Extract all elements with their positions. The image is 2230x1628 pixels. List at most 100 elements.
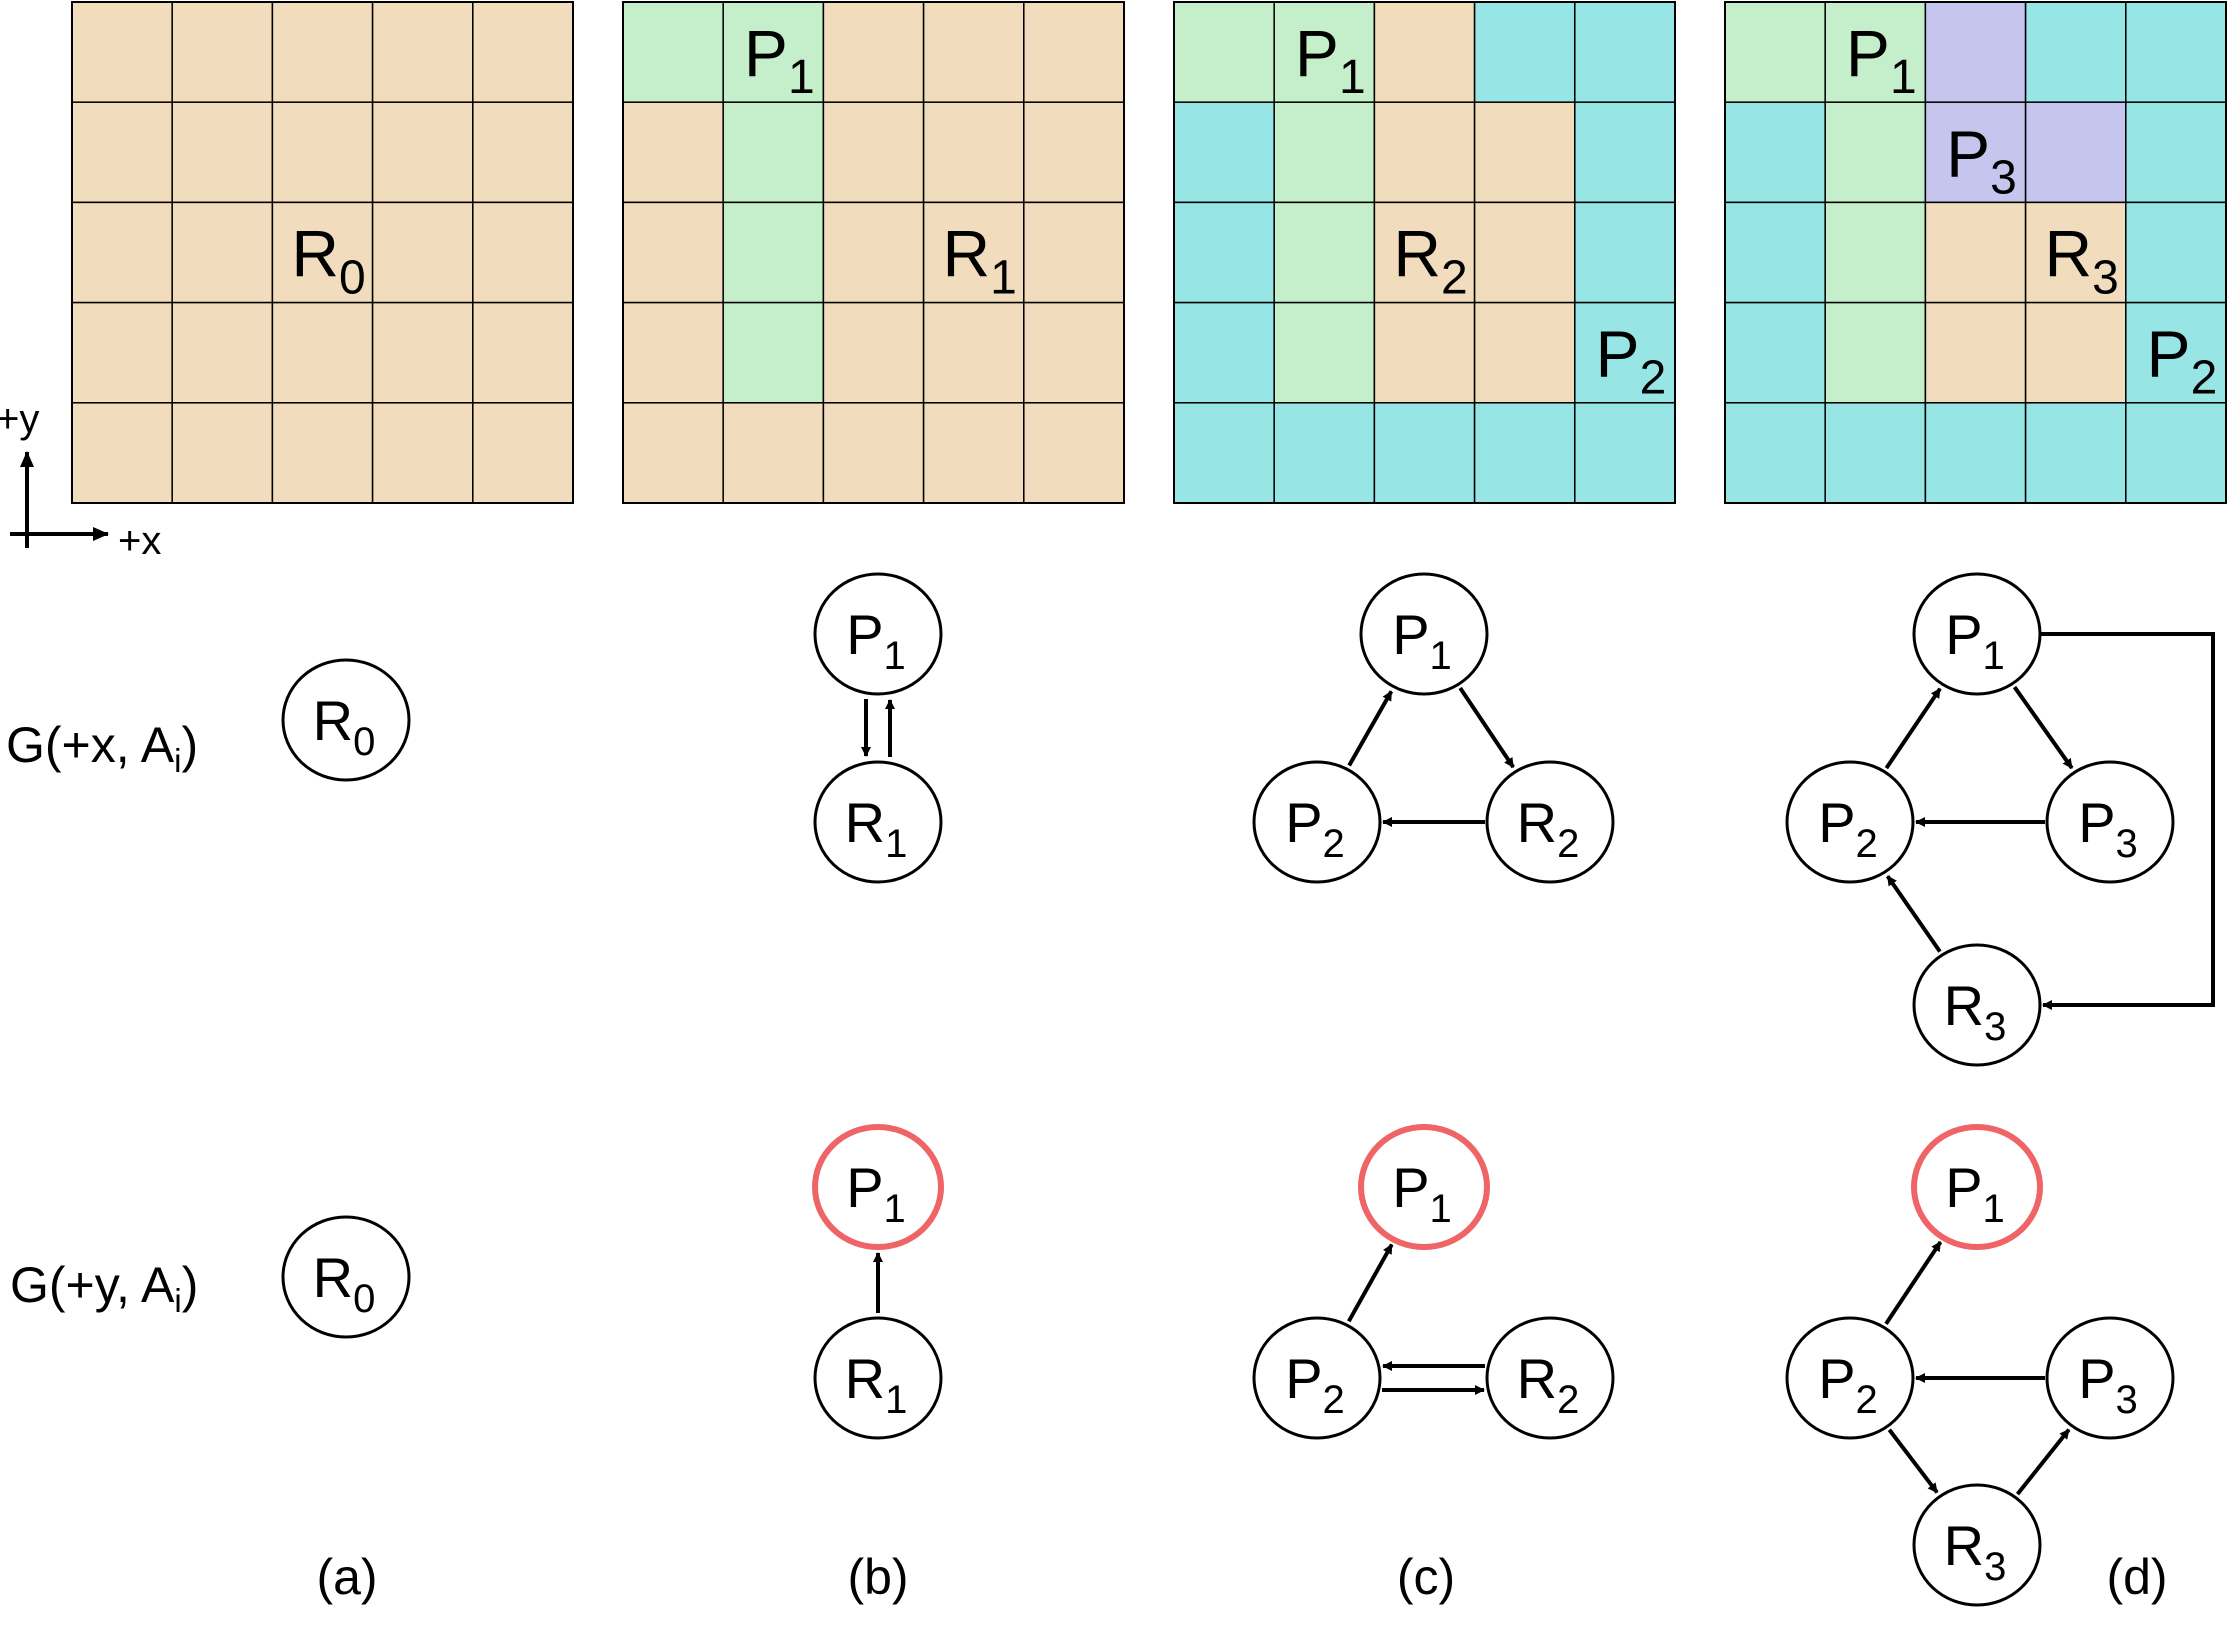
grid-cell bbox=[71, 201, 173, 304]
node-r0: R0 bbox=[281, 658, 411, 782]
grid-cell bbox=[171, 1, 274, 103]
grid-cell bbox=[71, 101, 173, 204]
grid-cell bbox=[1023, 201, 1125, 304]
grid-cell bbox=[1473, 201, 1576, 304]
node-circle bbox=[813, 572, 943, 696]
nodes-gy-a: R0 bbox=[281, 1215, 411, 1339]
grid-cell bbox=[2024, 301, 2127, 404]
node-p2: P2 bbox=[1785, 1316, 1915, 1440]
nodes-gy-b: P1 R1 bbox=[812, 1124, 944, 1440]
edge-r3-to-p3 bbox=[2015, 1428, 2071, 1496]
grid-cell bbox=[722, 402, 825, 504]
grid-cell bbox=[1023, 101, 1125, 204]
grid-cell bbox=[1924, 201, 2027, 304]
node-r1: R1 bbox=[813, 760, 943, 884]
node-label: R0 bbox=[313, 1246, 376, 1321]
grid-cell bbox=[472, 1, 574, 103]
node-label: R2 bbox=[1517, 791, 1580, 866]
grid-cell bbox=[2024, 201, 2127, 304]
cell-label-r2: R2 bbox=[1393, 217, 1467, 305]
node-r3: R3 bbox=[1912, 1483, 2042, 1607]
node-circle bbox=[1252, 760, 1382, 884]
grid-cell bbox=[2024, 402, 2127, 504]
node-circle bbox=[1785, 760, 1915, 884]
node-p2: P2 bbox=[1785, 760, 1915, 884]
panel-label-c: (c) bbox=[1397, 1549, 1455, 1605]
node-label: P2 bbox=[1285, 791, 1345, 866]
grid-cell bbox=[171, 101, 274, 204]
grid-cell bbox=[472, 101, 574, 204]
edge-p2-to-p1 bbox=[1347, 1243, 1394, 1323]
nodes-gx-b: P1 R1 bbox=[813, 572, 943, 884]
nodes-layer: R0 P1 R1 P1 P2 R2 P1 P2 P3 R3 R0 P1 R1 P1 P2 R2 P1 P2 P3 R3 bbox=[281, 572, 2175, 1607]
cell-label-r1: R1 bbox=[943, 217, 1017, 305]
node-r2: R2 bbox=[1485, 760, 1615, 884]
node-label: P1 bbox=[846, 603, 906, 678]
edge-p2-to-p1 bbox=[1347, 690, 1394, 767]
cell-label-p3: P3 bbox=[1946, 116, 2017, 204]
node-label: P1 bbox=[846, 1156, 906, 1231]
node-label: R3 bbox=[1944, 1514, 2007, 1589]
edge-r3-to-p2 bbox=[1885, 875, 1942, 953]
node-label: P1 bbox=[1392, 1156, 1452, 1231]
node-p2: P2 bbox=[1252, 1316, 1382, 1440]
grid-cell bbox=[922, 301, 1025, 404]
nodes-gy-d: P1 P2 P3 R3 bbox=[1785, 1124, 2175, 1607]
node-label: P3 bbox=[2078, 791, 2138, 866]
grid-cell bbox=[1473, 1, 1576, 103]
grid-cell bbox=[1724, 301, 1826, 404]
edge-p1-to-r3 bbox=[2040, 632, 2215, 1010]
node-label: P1 bbox=[1945, 1156, 2005, 1231]
nodes-gx-a: R0 bbox=[281, 658, 411, 782]
grid-cell bbox=[271, 402, 374, 504]
cell-label-r3: R3 bbox=[2045, 217, 2119, 305]
node-r2: R2 bbox=[1485, 1316, 1615, 1440]
node-circle bbox=[2045, 1316, 2175, 1440]
grid-cell bbox=[1173, 201, 1275, 304]
grid-cell bbox=[822, 301, 925, 404]
grid-cell bbox=[1724, 402, 1826, 504]
grid-cell bbox=[1473, 301, 1576, 404]
node-r1: R1 bbox=[813, 1316, 943, 1440]
grid-cell bbox=[622, 402, 724, 504]
node-label: P3 bbox=[2078, 1347, 2138, 1422]
node-p1: P1 bbox=[1358, 1124, 1490, 1250]
grid-cell bbox=[1023, 1, 1125, 103]
cell-label-p1: P1 bbox=[744, 16, 815, 104]
grid-cell bbox=[1373, 301, 1476, 404]
nodes-gy-c: P1 P2 R2 bbox=[1252, 1124, 1615, 1440]
grid-cell bbox=[1824, 301, 1927, 404]
grid-cell bbox=[1373, 402, 1476, 504]
grid-cell bbox=[1373, 1, 1476, 103]
grid-border bbox=[1724, 1, 2227, 504]
grid-cell bbox=[1824, 201, 1927, 304]
grid-panel-d: P1 P3 R3 P2 bbox=[1724, 1, 2227, 504]
grid-cell bbox=[1173, 301, 1275, 404]
grid-cell bbox=[472, 301, 574, 404]
grid-cell bbox=[1273, 402, 1376, 504]
grids-layer: R0 P1 R1 P1 R2 P2 P1 P3 R3 P2 bbox=[71, 1, 2227, 504]
node-p1: P1 bbox=[1359, 572, 1489, 696]
edge-p2-to-p1 bbox=[1884, 687, 1942, 770]
node-label: P2 bbox=[1818, 791, 1878, 866]
node-circle bbox=[1912, 943, 2042, 1067]
grid-cell bbox=[171, 301, 274, 404]
grid-cell bbox=[1724, 1, 1826, 103]
nodes-gx-d: P1 P2 P3 R3 bbox=[1785, 572, 2175, 1067]
grid-cell bbox=[171, 201, 274, 304]
grid-cell bbox=[1574, 201, 1676, 304]
node-p1: P1 bbox=[1911, 1124, 2043, 1250]
grid-cell bbox=[1924, 1, 2027, 103]
grid-cell bbox=[622, 301, 724, 404]
node-label: P2 bbox=[1818, 1347, 1878, 1422]
grid-cell bbox=[1173, 402, 1275, 504]
node-circle bbox=[281, 1215, 411, 1339]
grid-cell bbox=[1574, 101, 1676, 204]
grid-cell bbox=[1924, 402, 2027, 504]
grid-cell bbox=[922, 402, 1025, 504]
grid-cell bbox=[622, 1, 724, 103]
grid-cell bbox=[1273, 301, 1376, 404]
row-label-gx: G(+x, Ai) bbox=[6, 717, 198, 779]
grid-cell bbox=[922, 1, 1025, 103]
node-circle bbox=[1359, 572, 1489, 696]
